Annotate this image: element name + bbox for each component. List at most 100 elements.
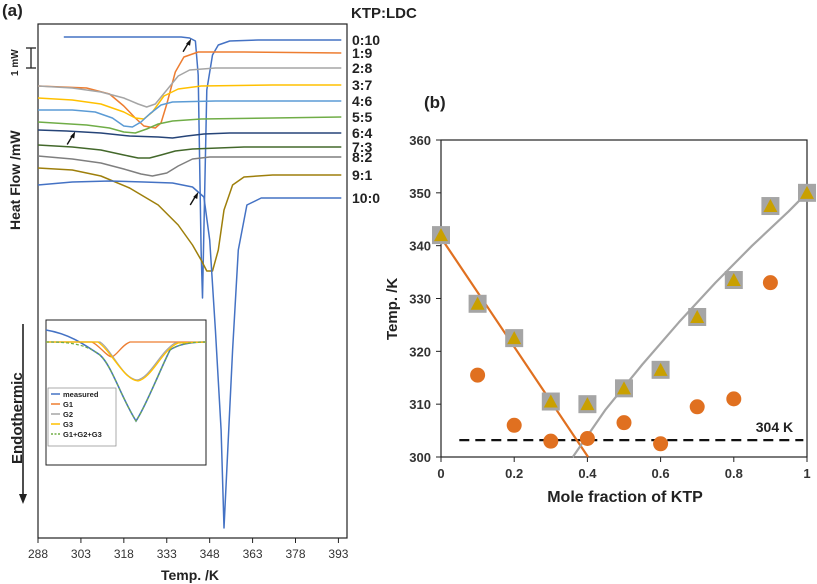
curve-5-5 [37, 116, 342, 134]
x-tick-label-b: 0 [437, 466, 444, 481]
curve-label: 6:4 [352, 125, 372, 141]
scale-bar-label: 1 mW [10, 49, 21, 76]
inset-curve-g1-g2-g3 [45, 341, 207, 423]
x-tick-label-a: 288 [28, 547, 48, 561]
curve-label: 0:10 [352, 32, 380, 48]
curve-label: 8:2 [352, 149, 372, 165]
triangle-marker [800, 185, 814, 199]
curve-10-0 [37, 180, 342, 529]
circle-marker [506, 417, 522, 433]
y-tick-label-b: 360 [409, 133, 431, 148]
x-tick-label-a: 318 [114, 547, 134, 561]
curve-label: 4:6 [352, 93, 372, 109]
x-tick-label-b: 0.6 [652, 466, 670, 481]
triangle-marker [763, 199, 778, 213]
legend-title: KTP:LDC [351, 5, 417, 22]
inset-legend-label: G1 [63, 400, 73, 409]
curve-label: 1:9 [352, 45, 372, 61]
y-axis-label-a: Heat Flow /mW [7, 130, 23, 230]
curve-1-9 [37, 51, 342, 129]
onset-arrowhead [193, 192, 199, 199]
scale-bar [26, 47, 36, 69]
triangle-marker [580, 397, 595, 411]
panel-a-x-ticks: 288 303 318 333 348 363 378 393 [28, 538, 349, 561]
inset-curve-g2 [46, 341, 207, 381]
inset-legend-label: measured [63, 390, 99, 399]
onset-arrowhead [186, 38, 192, 46]
panel-b-label: (b) [424, 93, 446, 112]
circle-marker [579, 431, 595, 447]
endothermic-arrow [19, 324, 27, 504]
x-tick-label-b: 1 [803, 466, 810, 481]
x-tick-label-a: 363 [243, 547, 263, 561]
y-tick-label-b: 340 [409, 239, 431, 254]
triangle-marker [543, 394, 558, 408]
curve-8-2 [37, 155, 342, 177]
onset-arrowhead [70, 131, 76, 139]
inset-legend-label: G3 [63, 420, 73, 429]
inset-legend-box [47, 387, 117, 447]
curve-label: 2:8 [352, 60, 372, 76]
panel-b-lines [440, 192, 808, 458]
triangle-marker [470, 296, 485, 310]
y-axis-label-b: Temp. /K [384, 278, 401, 340]
circle-marker [762, 275, 778, 291]
ldc-side-fit [440, 237, 590, 458]
inset-legend-label: G1+G2+G3 [63, 430, 102, 439]
y-tick-label-b: 300 [409, 450, 431, 465]
curve-label: 5:5 [352, 109, 372, 125]
x-tick-label-a: 393 [328, 547, 348, 561]
curve-9-1 [37, 167, 342, 272]
x-axis-label-a: Temp. /K [161, 567, 219, 583]
x-tick-label-a: 333 [157, 547, 177, 561]
endothermic-label: Endothermic [9, 372, 26, 464]
reference-line-label: 304 K [756, 419, 793, 435]
triangle-marker [507, 331, 522, 345]
triangle-marker [726, 273, 741, 287]
circle-marker [689, 399, 705, 415]
panel-a-label: (a) [2, 1, 23, 20]
panel-a-onset-arrows [66, 38, 199, 206]
curve-label: 3:7 [352, 77, 372, 93]
circle-marker [616, 415, 632, 431]
x-axis-label-b: Mole fraction of KTP [547, 489, 703, 506]
x-tick-label-a: 378 [285, 547, 305, 561]
triangle-marker [690, 309, 705, 323]
curve-2-8 [37, 67, 342, 108]
x-tick-label-b: 0.2 [505, 466, 523, 481]
panel-a-frame [37, 23, 348, 539]
curve-label: 10:0 [352, 190, 380, 206]
y-tick-label-b: 320 [409, 344, 431, 359]
curve-label: 9:1 [352, 167, 372, 183]
triangle-marker [653, 362, 668, 376]
circle-marker [653, 436, 669, 452]
curve-4-6 [38, 100, 342, 128]
y-tick-label-b: 330 [409, 292, 431, 307]
x-tick-label-a: 348 [200, 547, 220, 561]
x-tick-label-a: 303 [71, 547, 91, 561]
curve-0-10 [63, 36, 342, 299]
triangle-marker [617, 381, 631, 395]
curve-label: 7:3 [352, 139, 372, 155]
y-tick-label-b: 350 [409, 186, 431, 201]
inset-legend-label: G2 [63, 410, 73, 419]
curve-6-4 [37, 129, 342, 139]
curve-7-3 [37, 144, 342, 159]
panel-a-curves [37, 36, 342, 529]
y-tick-label-b: 310 [409, 397, 431, 412]
inset-curve-g3 [46, 341, 207, 382]
circle-marker [470, 367, 486, 383]
ktp-side-fit [571, 192, 808, 458]
circle-marker [726, 391, 742, 407]
panel-b-ticks: 0 0.2 0.4 0.6 0.8 1 300 310 320 330 340 350 360 [409, 133, 810, 481]
panel-a-curve-labels: 0:101:92:83:74:65:56:47:38:2 9:1 10:0 [352, 32, 380, 206]
panel-b-markers [432, 183, 816, 452]
x-tick-label-b: 0.4 [578, 466, 597, 481]
triangle-marker [434, 228, 448, 242]
inset-curves [45, 329, 207, 423]
x-tick-label-b: 0.8 [725, 466, 743, 481]
circle-marker [543, 433, 559, 449]
